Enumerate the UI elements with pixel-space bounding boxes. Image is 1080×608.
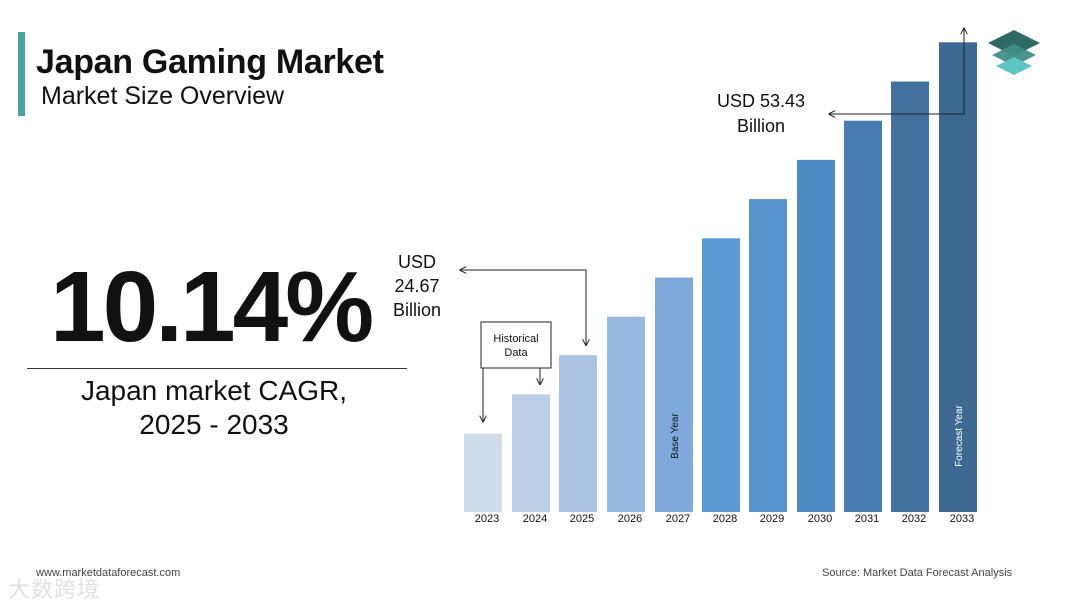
cagr-value: 10.14% — [50, 251, 374, 363]
callout-2025-line2: 24.67 — [394, 276, 439, 296]
callout-2025-line1: USD — [398, 252, 436, 272]
x-tick-label-2023: 2023 — [475, 513, 499, 525]
forecast-year-label: Forecast Year — [954, 404, 965, 466]
bar-2025 — [559, 355, 597, 512]
cagr-label-line2: 2025 - 2033 — [139, 409, 289, 440]
callout-2033-arrow — [829, 28, 964, 114]
bar-2033 — [939, 42, 977, 513]
bar-2024 — [512, 394, 550, 512]
x-tick-label-2027: 2027 — [666, 513, 690, 525]
base-year-label: Base Year — [670, 413, 681, 459]
x-tick-label-2028: 2028 — [713, 513, 737, 525]
footer-website: www.marketdataforecast.com — [36, 567, 181, 579]
x-tick-label-2033: 2033 — [950, 513, 974, 525]
bar-2032 — [891, 81, 929, 512]
bar-2031 — [844, 120, 882, 512]
callout-2025-arrow — [460, 270, 586, 345]
callout-2033-line1: USD 53.43 — [717, 91, 805, 111]
bar-2028 — [702, 238, 740, 513]
historical-data-box — [480, 321, 552, 369]
x-tick-label-2032: 2032 — [902, 513, 926, 525]
bar-2030 — [797, 159, 835, 512]
callout-2033-line2: Billion — [737, 116, 785, 136]
page-title: Japan Gaming Market — [36, 43, 384, 81]
x-tick-label-2029: 2029 — [760, 513, 784, 525]
cagr-divider — [27, 368, 407, 369]
bar-2027 — [655, 277, 693, 512]
cagr-label: Japan market CAGR, 2025 - 2033 — [40, 374, 388, 442]
bar-2023 — [464, 433, 502, 512]
layered-stack-icon — [988, 30, 1040, 75]
x-tick-label-2030: 2030 — [808, 513, 832, 525]
x-tick-label-2024: 2024 — [523, 513, 547, 525]
bar-2029 — [749, 199, 787, 512]
bar-2026 — [607, 316, 645, 512]
x-tick-label-2025: 2025 — [570, 513, 594, 525]
x-tick-label-2026: 2026 — [618, 513, 642, 525]
footer-source: Source: Market Data Forecast Analysis — [822, 567, 1013, 579]
historical-data-label-line1: Historical — [493, 333, 538, 345]
page-subtitle: Market Size Overview — [41, 82, 285, 110]
watermark-text: 大数跨境 — [8, 577, 101, 602]
title-accent-bar — [18, 32, 25, 116]
cagr-label-line1: Japan market CAGR, — [80, 375, 348, 406]
x-tick-label-2031: 2031 — [855, 513, 879, 525]
historical-data-label-line2: Data — [504, 347, 528, 359]
callout-2025-line3: Billion — [393, 300, 441, 320]
